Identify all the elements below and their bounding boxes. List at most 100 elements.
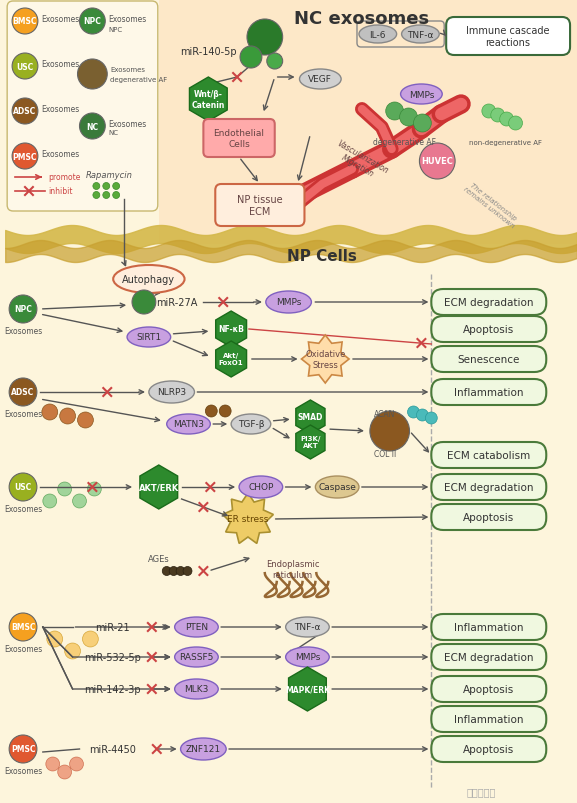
Ellipse shape <box>299 70 341 90</box>
Ellipse shape <box>175 647 218 667</box>
Circle shape <box>12 99 38 124</box>
Text: ACAN: ACAN <box>374 410 395 419</box>
Text: Apoptosis: Apoptosis <box>463 324 515 335</box>
Text: NP tissue
ECM: NP tissue ECM <box>237 194 283 217</box>
Text: Exosomes: Exosomes <box>41 105 79 114</box>
Polygon shape <box>223 493 273 544</box>
Text: degenerative AF: degenerative AF <box>110 77 167 83</box>
Circle shape <box>400 109 417 127</box>
Circle shape <box>12 54 38 80</box>
Text: BMSC: BMSC <box>13 18 38 26</box>
Text: NPC: NPC <box>84 18 102 26</box>
Circle shape <box>267 54 283 70</box>
FancyBboxPatch shape <box>432 290 546 316</box>
Circle shape <box>46 757 59 771</box>
Polygon shape <box>296 401 325 434</box>
Ellipse shape <box>149 381 194 403</box>
Circle shape <box>414 115 432 132</box>
Circle shape <box>9 735 37 763</box>
Text: Exosomes: Exosomes <box>4 504 42 513</box>
Text: miR-27A: miR-27A <box>156 298 197 308</box>
Text: ZNF121: ZNF121 <box>186 744 221 753</box>
Circle shape <box>183 567 192 576</box>
Text: NPC: NPC <box>14 305 32 314</box>
FancyBboxPatch shape <box>446 18 570 56</box>
Text: PMSC: PMSC <box>11 744 35 753</box>
Circle shape <box>88 483 102 496</box>
FancyBboxPatch shape <box>432 442 546 468</box>
Text: ECM catabolism: ECM catabolism <box>447 450 530 460</box>
Ellipse shape <box>359 26 396 44</box>
Ellipse shape <box>231 414 271 434</box>
Ellipse shape <box>316 476 359 499</box>
Circle shape <box>419 144 455 180</box>
Text: Endothelial
Cells: Endothelial Cells <box>213 128 265 149</box>
FancyBboxPatch shape <box>432 736 546 762</box>
Text: Inflammation: Inflammation <box>454 714 523 724</box>
FancyBboxPatch shape <box>7 2 158 212</box>
Text: Exosomes: Exosomes <box>4 644 42 653</box>
Text: Inflammation: Inflammation <box>454 388 523 397</box>
Text: miR-142-3p: miR-142-3p <box>84 684 141 694</box>
Circle shape <box>219 406 231 418</box>
Text: HUVEC: HUVEC <box>421 157 453 166</box>
Ellipse shape <box>175 618 218 638</box>
Circle shape <box>162 567 171 576</box>
Polygon shape <box>189 78 227 122</box>
Ellipse shape <box>239 476 283 499</box>
FancyBboxPatch shape <box>432 475 546 500</box>
Text: COL II: COL II <box>374 450 396 459</box>
Text: PTEN: PTEN <box>185 622 208 632</box>
Circle shape <box>169 567 178 576</box>
Circle shape <box>9 613 37 642</box>
Text: NC: NC <box>108 130 118 136</box>
Text: RASSF5: RASSF5 <box>179 653 213 662</box>
FancyBboxPatch shape <box>432 676 546 702</box>
Text: IL-6: IL-6 <box>369 31 386 39</box>
FancyBboxPatch shape <box>432 316 546 343</box>
Text: NF-κB: NF-κB <box>218 325 244 334</box>
Text: USC: USC <box>16 63 33 71</box>
Text: Apoptosis: Apoptosis <box>463 684 515 694</box>
Text: The relationship
remains unknown: The relationship remains unknown <box>462 181 519 229</box>
FancyBboxPatch shape <box>215 185 305 226</box>
Text: miR-532-5p: miR-532-5p <box>84 652 141 662</box>
Text: ER stress: ER stress <box>227 515 269 524</box>
Ellipse shape <box>127 328 171 348</box>
FancyBboxPatch shape <box>432 614 546 640</box>
Text: miR-4450: miR-4450 <box>89 744 136 754</box>
Ellipse shape <box>175 679 218 699</box>
Text: ECM degradation: ECM degradation <box>444 652 534 662</box>
Ellipse shape <box>286 647 329 667</box>
Circle shape <box>103 192 110 199</box>
Text: SMAD: SMAD <box>298 413 323 422</box>
Text: ADSC: ADSC <box>12 388 35 397</box>
Polygon shape <box>159 0 577 245</box>
FancyBboxPatch shape <box>203 120 275 158</box>
Text: MMPs: MMPs <box>409 91 434 100</box>
Text: Rapamycin: Rapamycin <box>86 170 133 179</box>
Circle shape <box>386 103 403 120</box>
Circle shape <box>12 9 38 35</box>
Ellipse shape <box>402 26 439 44</box>
Text: MAPK/ERK: MAPK/ERK <box>285 685 330 694</box>
Circle shape <box>370 411 410 451</box>
Circle shape <box>43 495 57 508</box>
Text: Immune cascade
reactions: Immune cascade reactions <box>466 26 549 48</box>
Text: NP Cells: NP Cells <box>287 249 357 264</box>
Text: Exosomes: Exosomes <box>41 150 79 159</box>
Circle shape <box>247 20 283 56</box>
Circle shape <box>176 567 185 576</box>
Circle shape <box>80 9 105 35</box>
Text: Exosomes: Exosomes <box>4 766 42 775</box>
FancyBboxPatch shape <box>432 380 546 406</box>
Circle shape <box>93 183 100 190</box>
Text: CHOP: CHOP <box>248 483 273 492</box>
Circle shape <box>83 631 98 647</box>
FancyBboxPatch shape <box>432 504 546 530</box>
Text: non-degenerative AF: non-degenerative AF <box>469 140 542 146</box>
Text: PMSC: PMSC <box>13 153 38 161</box>
Polygon shape <box>296 426 325 459</box>
Text: Exosomes: Exosomes <box>4 327 42 336</box>
Ellipse shape <box>286 618 329 638</box>
